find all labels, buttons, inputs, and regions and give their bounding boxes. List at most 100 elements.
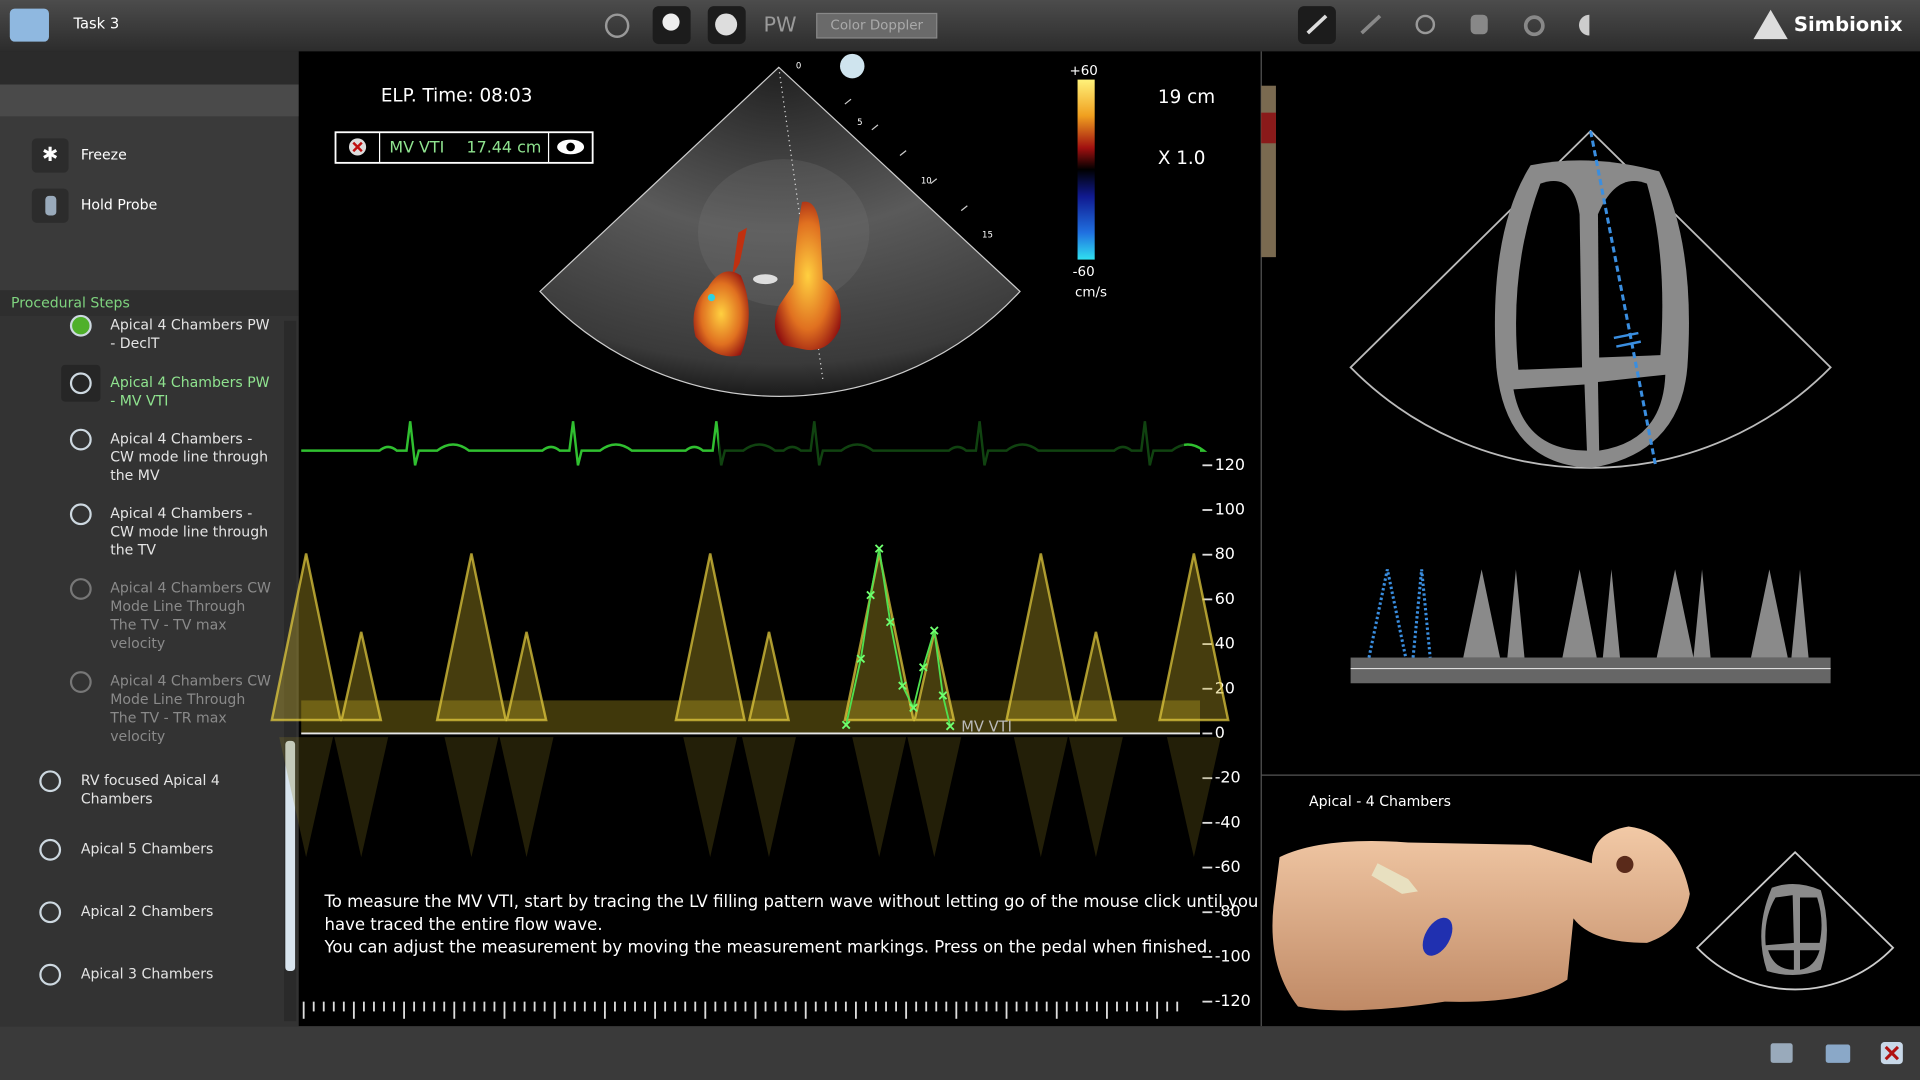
- open-button[interactable]: [1825, 1044, 1851, 1063]
- step-item[interactable]: Apical 3 Chambers: [81, 965, 246, 1043]
- axis-tick-label: -20: [1215, 768, 1241, 787]
- trace-marker[interactable]: [938, 691, 948, 700]
- step-item[interactable]: Apical 2 Chambers: [81, 902, 246, 980]
- spectral-envelope: [270, 553, 342, 722]
- step-label[interactable]: Apical 4 Chambers PW - MV VTI: [110, 373, 270, 409]
- step-label[interactable]: Apical 4 Chambers PW - DeclT: [110, 315, 270, 352]
- cursor-line: [1589, 130, 1658, 466]
- spectral-envelope: [1005, 553, 1077, 722]
- panel-edge: [1261, 112, 1276, 144]
- step-status[interactable]: [39, 901, 62, 924]
- tool-icon[interactable]: [1360, 14, 1382, 35]
- zoom: X 1.0: [1158, 148, 1206, 169]
- spectral-mirror: [852, 737, 907, 858]
- step-item[interactable]: Apical 4 Chambers PW - DeclT: [110, 316, 275, 394]
- step-status[interactable]: [69, 503, 92, 526]
- trace-marker[interactable]: [866, 590, 875, 600]
- step-item[interactable]: Apical 4 Chambers CW Mode Line Through T…: [110, 579, 275, 657]
- spectral-mirror: [279, 737, 334, 858]
- axis-tick-label: 0: [1215, 723, 1225, 742]
- depth-tick: [871, 124, 879, 131]
- depth-tick-label: 15: [982, 231, 993, 241]
- sound-button[interactable]: [1770, 1043, 1793, 1063]
- hold-probe-label[interactable]: Hold Probe: [81, 198, 157, 214]
- freeze-glyph: ✱: [42, 143, 58, 166]
- axis-tick-label: -80: [1215, 902, 1241, 921]
- measure-name: MV VTI: [389, 138, 444, 157]
- eye-pupil: [566, 142, 575, 152]
- step-status[interactable]: [69, 428, 92, 451]
- freeze-label[interactable]: Freeze: [81, 148, 127, 164]
- echo-sector: [539, 66, 1021, 397]
- trace-marker[interactable]: [898, 681, 907, 691]
- step-status[interactable]: [39, 770, 62, 793]
- trace-marker[interactable]: [874, 544, 884, 553]
- step-item[interactable]: RV focused Apical 4 Chambers: [81, 771, 246, 849]
- step-status[interactable]: [69, 578, 92, 600]
- toolbar: [0, 0, 1920, 52]
- step-label[interactable]: RV focused Apical 4 Chambers: [80, 771, 220, 807]
- mini-peak: [1693, 569, 1711, 658]
- step-label[interactable]: Apical 4 Chambers CW Mode Line Through T…: [110, 579, 271, 652]
- valve-echo: [753, 274, 778, 285]
- color-doppler-button[interactable]: [816, 12, 938, 39]
- spectral-envelope: [747, 631, 791, 722]
- brand-logo: [1753, 9, 1788, 40]
- spectral-mirror: [334, 737, 389, 858]
- trace-marker[interactable]: [841, 720, 851, 730]
- heart-chamber: [1597, 374, 1666, 451]
- tool-icon: [1306, 14, 1328, 35]
- mode-button[interactable]: PW: [763, 13, 796, 37]
- step-status[interactable]: [69, 314, 92, 337]
- step-label[interactable]: Apical 4 Chambers - CW mode line through…: [110, 504, 269, 559]
- step-status[interactable]: [39, 838, 62, 861]
- axis-tick-label: 40: [1215, 634, 1235, 653]
- spectral-mirror: [1013, 737, 1068, 858]
- trace-marker[interactable]: [929, 626, 939, 635]
- step-label[interactable]: Apical 2 Chambers: [80, 902, 214, 920]
- delete-glyph: [352, 141, 363, 153]
- mini-spectrum: [1367, 569, 1809, 658]
- color-flow: [774, 201, 841, 351]
- tool-icon[interactable]: [1578, 14, 1590, 36]
- step-item[interactable]: Apical 4 Chambers CW Mode Line Through T…: [110, 672, 275, 750]
- step-item[interactable]: Apical 4 Chambers PW - MV VTI: [110, 373, 275, 451]
- step-item[interactable]: Apical 4 Chambers - CW mode line through…: [110, 430, 275, 508]
- mini-peak: [1507, 569, 1525, 658]
- trace-marker[interactable]: [909, 703, 918, 713]
- trace-marker[interactable]: [945, 721, 955, 731]
- freeze-icon[interactable]: [31, 138, 69, 173]
- step-label[interactable]: Apical 4 Chambers - CW mode line through…: [110, 429, 269, 484]
- tool-icon[interactable]: [604, 13, 630, 38]
- scroll-thumb[interactable]: [285, 740, 296, 972]
- color-doppler-label: Color Doppler: [830, 19, 923, 34]
- instruction-text: have traced the entire flow wave.: [324, 915, 602, 934]
- spectral-mirror: [499, 737, 554, 858]
- step-label[interactable]: Apical 5 Chambers: [80, 840, 214, 858]
- bottom-bar: [0, 1026, 1920, 1080]
- step-label[interactable]: Apical 4 Chambers CW Mode Line Through T…: [110, 672, 271, 745]
- tool-icon[interactable]: [1470, 14, 1488, 35]
- tool-icon[interactable]: [1523, 15, 1545, 37]
- step-item[interactable]: Apical 4 Chambers - CW mode line through…: [110, 504, 275, 582]
- trace-marker[interactable]: [856, 654, 866, 664]
- spectral-envelope: [1074, 631, 1118, 722]
- view-label: Apical - 4 Chambers: [1309, 794, 1451, 810]
- depth-tick-label: 5: [857, 118, 862, 128]
- step-status[interactable]: [39, 963, 62, 986]
- step-item[interactable]: Apical 5 Chambers: [81, 840, 246, 918]
- color-scale-unit: cm/s: [1075, 286, 1107, 301]
- trace-marker[interactable]: [918, 663, 928, 672]
- app-icon[interactable]: [9, 8, 49, 42]
- spectral-mirror: [683, 737, 738, 858]
- tool-icon[interactable]: [1415, 14, 1436, 35]
- sidebar-top: [0, 51, 299, 85]
- step-label[interactable]: Apical 3 Chambers: [80, 964, 214, 983]
- orientation-marker[interactable]: [840, 53, 865, 79]
- color-scale-max: +60: [1069, 64, 1097, 79]
- depth-tick-label: 10: [921, 177, 932, 187]
- spectral-envelope: [1158, 553, 1230, 722]
- step-status[interactable]: [69, 372, 92, 395]
- step-status[interactable]: [69, 671, 92, 693]
- trace-marker[interactable]: [885, 617, 895, 627]
